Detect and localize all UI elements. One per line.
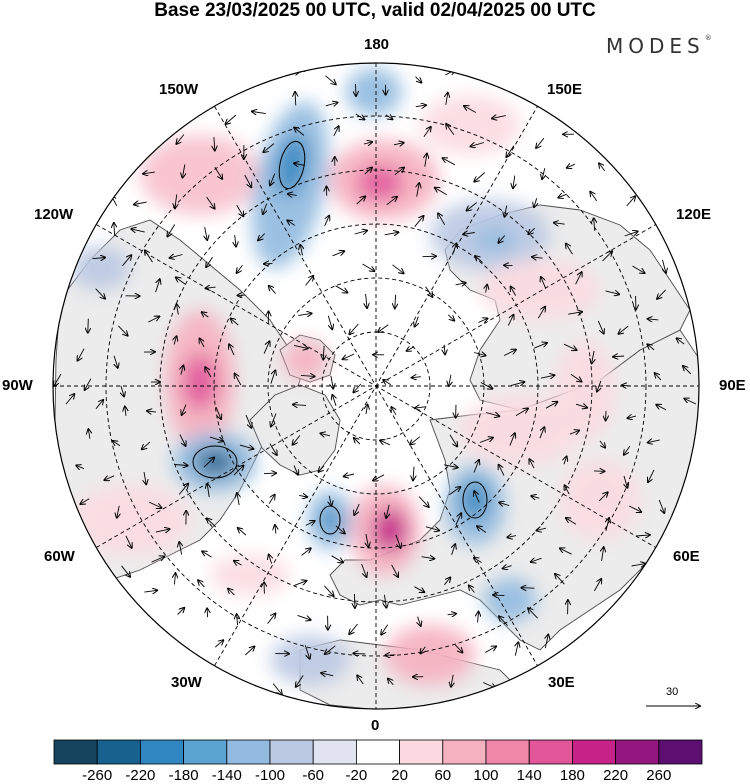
label-lon-30e: 30E [548, 675, 575, 691]
colorbar-swatch [54, 740, 97, 764]
label-lon-150e: 150E [547, 82, 582, 98]
wind-vector [356, 84, 357, 96]
colorbar-swatch [270, 740, 313, 764]
label-lon-180: 180 [364, 37, 389, 53]
colorbar-swatch [97, 740, 140, 764]
wind-vector [207, 608, 208, 617]
wind-vector [423, 256, 436, 257]
wind-vector [522, 588, 535, 589]
colorbar-swatch [227, 740, 270, 764]
colorbar-swatch [572, 740, 615, 764]
label-lon-30w: 30W [171, 675, 202, 691]
wind-vector [264, 473, 276, 474]
label-lon-120w: 120W [34, 207, 73, 223]
wind-vector [385, 655, 395, 656]
wind-vector [354, 594, 355, 608]
colorbar-swatch [400, 740, 443, 764]
colorbar-swatch [313, 740, 356, 764]
colorbar-tick-label: 60 [434, 768, 451, 783]
colorbar-swatch [356, 740, 399, 764]
label-lon-150w: 150W [159, 82, 198, 98]
colorbar-tick-label: -100 [255, 768, 285, 783]
wind-vector [88, 319, 89, 333]
label-lon-60e: 60E [673, 549, 700, 565]
colorbar-swatch [486, 740, 529, 764]
colorbar [54, 740, 702, 764]
colorbar-tick-label: 220 [603, 768, 628, 783]
colorbar-swatch [616, 740, 659, 764]
label-lon-0: 0 [371, 718, 379, 734]
colorbar-swatch [140, 740, 183, 764]
label-lon-60w: 60W [44, 549, 75, 565]
colorbar-tick-label: 260 [646, 768, 671, 783]
colorbar-swatch [443, 740, 486, 764]
colorbar-swatch [184, 740, 227, 764]
colorbar-tick-label: -220 [125, 768, 155, 783]
colorbar-tick-label: 20 [391, 768, 408, 783]
colorbar-tick-label: -140 [212, 768, 242, 783]
label-lon-90w: 90W [2, 378, 33, 394]
colorbar-tick-label: -20 [346, 768, 368, 783]
colorbar-swatch [529, 740, 572, 764]
colorbar-tick-label: 140 [517, 768, 542, 783]
colorbar-tick-label: -60 [302, 768, 324, 783]
colorbar-tick-label: 100 [473, 768, 498, 783]
label-lon-90e: 90E [719, 378, 746, 394]
colorbar-tick-label: -180 [169, 768, 199, 783]
colorbar-tick-label: 180 [560, 768, 585, 783]
wind-vector [353, 653, 365, 654]
reference-vector-label: 30 [666, 686, 678, 698]
colorbar-swatch [659, 740, 702, 764]
colorbar-tick-label: -260 [82, 768, 112, 783]
label-lon-120e: 120E [676, 207, 711, 223]
